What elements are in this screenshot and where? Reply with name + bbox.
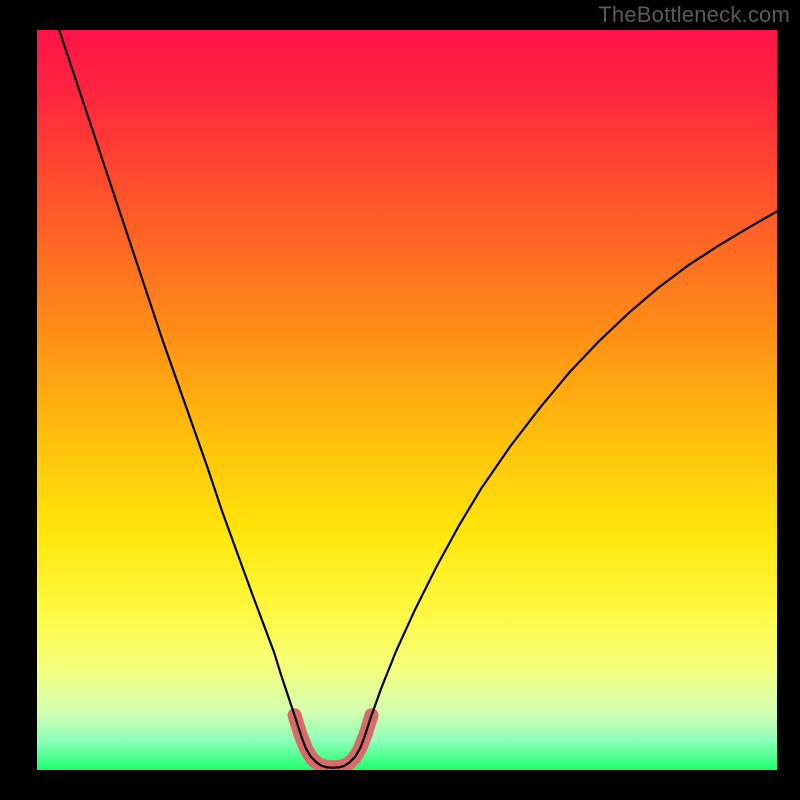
watermark-text: TheBottleneck.com bbox=[598, 2, 790, 28]
root-container: TheBottleneck.com bbox=[0, 0, 800, 800]
chart-background bbox=[37, 30, 777, 770]
chart-frame bbox=[37, 30, 777, 770]
chart-svg bbox=[37, 30, 777, 770]
